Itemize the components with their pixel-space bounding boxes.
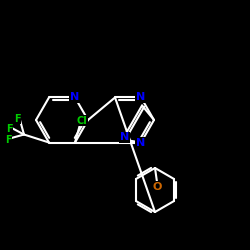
Text: F: F xyxy=(6,124,12,134)
Text: O: O xyxy=(152,182,162,192)
Text: N: N xyxy=(120,132,129,142)
Text: N: N xyxy=(136,92,145,102)
Text: Cl: Cl xyxy=(76,116,88,126)
Text: N: N xyxy=(136,138,145,147)
Text: F: F xyxy=(14,114,20,124)
Text: N: N xyxy=(70,92,80,102)
Text: F: F xyxy=(5,134,11,144)
